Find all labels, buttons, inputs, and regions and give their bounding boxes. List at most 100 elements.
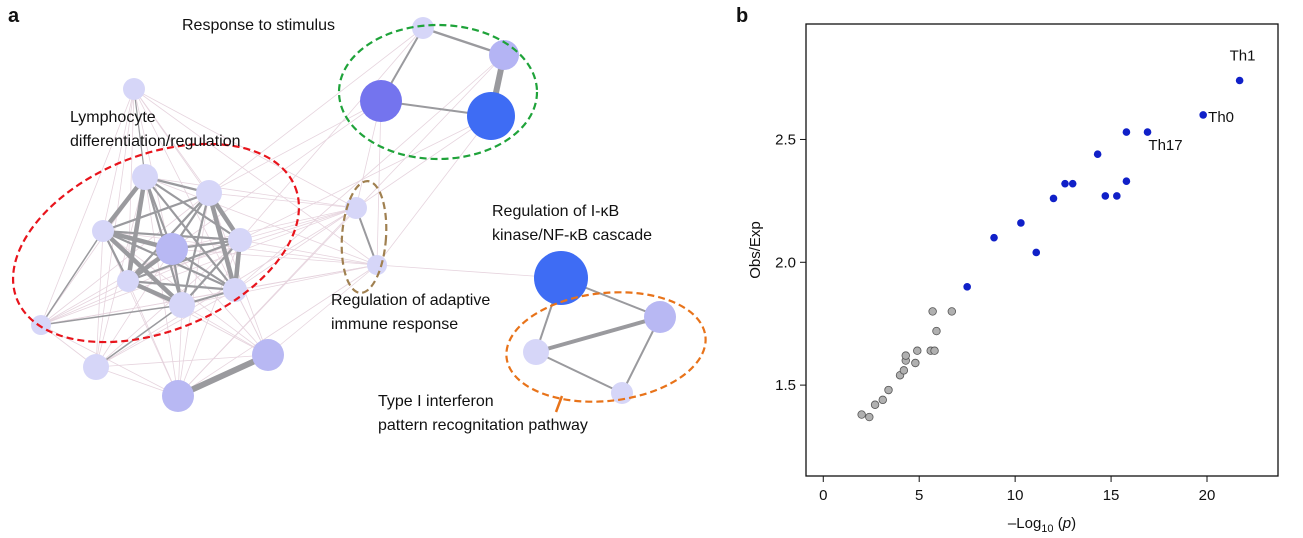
point (913, 346, 922, 355)
point (878, 395, 887, 405)
edge (133, 88, 183, 306)
point (870, 400, 880, 409)
edge (234, 54, 505, 291)
x-tick-label: 20 (1199, 487, 1216, 504)
edge (144, 176, 241, 241)
edge (95, 289, 236, 368)
edge (40, 230, 104, 326)
point (1199, 111, 1207, 119)
edge (40, 88, 135, 326)
cluster-label: immune response (331, 316, 458, 333)
y-axis-label: Obs/Exp (747, 221, 764, 279)
node (412, 17, 434, 39)
edge (102, 230, 179, 397)
node (345, 197, 367, 219)
cluster-label: Regulation of adaptive (331, 292, 490, 309)
edge (144, 176, 357, 209)
node (196, 180, 222, 206)
edge (144, 176, 236, 291)
edge (102, 88, 135, 232)
edge (127, 280, 179, 397)
point (947, 307, 957, 316)
edge (133, 88, 146, 178)
node (252, 339, 284, 371)
node (92, 220, 114, 242)
point (932, 326, 941, 336)
x-label-close: ) (1071, 515, 1076, 532)
point (1235, 76, 1244, 85)
cluster-label: Response to stimulus (182, 17, 335, 34)
edge (535, 315, 661, 354)
edge (239, 115, 492, 241)
node (132, 164, 158, 190)
cluster-outline (337, 23, 539, 161)
point (865, 412, 874, 422)
edge (40, 324, 179, 397)
edge (376, 115, 492, 266)
point (963, 283, 971, 291)
cluster-outline (340, 180, 388, 294)
edge (133, 88, 378, 266)
pointer (554, 395, 564, 413)
x-tick-label: 0 (819, 487, 827, 504)
point (901, 351, 910, 360)
edge (127, 88, 135, 282)
edge (239, 207, 357, 241)
edge (376, 264, 562, 279)
edge (95, 354, 269, 368)
node (83, 354, 109, 380)
edge (127, 238, 241, 283)
edge (40, 304, 183, 326)
cluster-label: Regulation of I-κB (492, 203, 619, 220)
point (1061, 179, 1069, 188)
edge (171, 100, 382, 250)
panel-label: b (736, 5, 748, 27)
node (223, 278, 247, 302)
node (367, 255, 387, 275)
point-label: Th1 (1230, 48, 1256, 65)
point-label: Th0 (1208, 109, 1234, 126)
node (31, 315, 51, 335)
edge (239, 239, 378, 266)
edge (234, 207, 357, 291)
node (117, 270, 139, 292)
network: Response to stimulus Lymphocyte differenti… (11, 17, 707, 434)
cluster-outline (505, 291, 707, 403)
point-label: Th17 (1148, 137, 1182, 154)
point (990, 233, 998, 242)
edge (171, 248, 269, 356)
cluster-label: Lymphocyte (70, 109, 156, 126)
edge (535, 351, 623, 394)
point (1143, 128, 1152, 136)
edge (102, 191, 210, 233)
x-label-sub: 10 (1041, 523, 1053, 535)
edge (95, 230, 104, 368)
x-label-main: –Log (1008, 515, 1041, 532)
edge (177, 264, 378, 397)
edge (95, 239, 241, 368)
edge (40, 248, 173, 326)
edge (125, 176, 148, 282)
cluster-outline (11, 142, 301, 344)
point (899, 366, 909, 375)
edge (177, 54, 505, 397)
edge (40, 192, 210, 326)
edge (95, 304, 183, 368)
panel-label: a (8, 5, 20, 27)
x-tick-label: 10 (1007, 487, 1024, 504)
point (1122, 128, 1131, 136)
node (360, 80, 402, 122)
node (123, 78, 145, 100)
x-tick-label: 15 (1103, 487, 1120, 504)
point (1068, 179, 1077, 188)
y-tick-label: 2.0 (775, 254, 796, 271)
edge (208, 192, 357, 209)
edge (376, 100, 382, 266)
edge (40, 280, 129, 326)
edge (95, 176, 146, 368)
node (523, 339, 549, 365)
edge (208, 27, 424, 194)
edge (267, 264, 378, 356)
point (1017, 219, 1025, 227)
point (1049, 194, 1058, 203)
